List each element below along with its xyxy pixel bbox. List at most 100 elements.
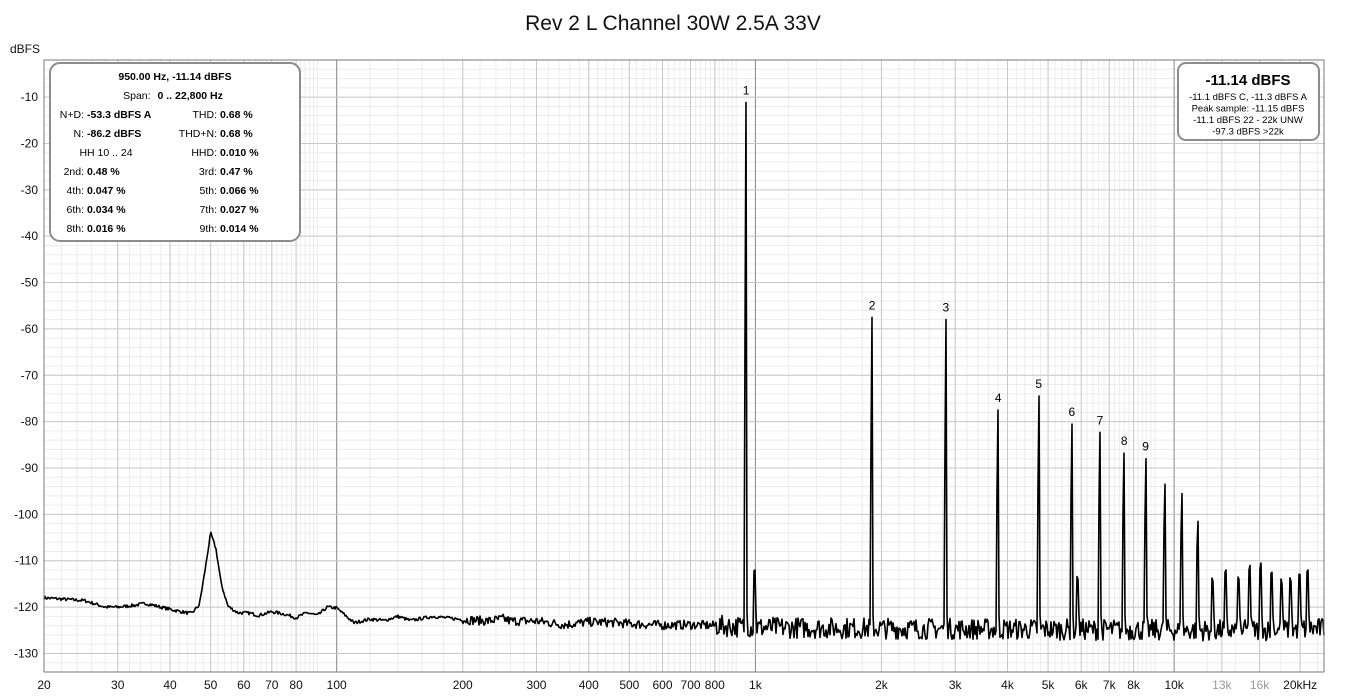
stats-label: HH 10 .. 24 [79,147,132,159]
stats-value: 0.014 % [220,223,259,235]
y-tick-label: -50 [21,276,39,290]
stats-label: HHD: [191,147,217,159]
stats-label: 3rd: [199,166,217,178]
chart-title: Rev 2 L Channel 30W 2.5A 33V [525,12,821,35]
stats-value: 0.016 % [87,223,126,235]
harmonic-label: 9 [1142,440,1149,454]
x-tick-label: 3k [949,678,963,692]
x-tick-label: 300 [526,678,546,692]
y-tick-label: -30 [21,183,39,197]
stats-label: N+D: [60,109,84,121]
x-tick-label: 70 [265,678,279,692]
level-line: -97.3 dBFS >22k [1212,127,1284,138]
x-tick-label: 4k [1001,678,1015,692]
stats-row: HH 10 .. 24 HHD: 0.010 % [79,147,259,159]
plot-frame [43,59,1325,673]
x-tick-label: 2k [875,678,889,692]
stats-value: 0.010 % [220,147,259,159]
span-value: 0 .. 22,800 Hz [158,90,223,102]
stats-value: 0.027 % [220,204,259,216]
stats-label: 2nd: [64,166,84,178]
stats-label: N: [74,128,85,140]
y-tick-label: -90 [21,461,39,475]
y-tick-label: -60 [21,322,39,336]
y-tick-label: -70 [21,368,39,382]
stats-label: THD+N: [179,128,217,140]
x-tick-label: 1k [749,678,763,692]
level-line: Peak sample: -11.15 dBFS [1192,104,1305,115]
stats-row: N+D: -53.3 dBFS A THD: 0.68 % [60,109,254,121]
x-tick-label: 50 [204,678,218,692]
x-tick-label: 80 [289,678,303,692]
y-tick-label: -110 [15,554,38,568]
y-axis-label: dBFS [10,42,40,56]
level-line: -11.1 dBFS C, -11.3 dBFS A [1189,92,1308,103]
harmonic-label: 6 [1069,405,1076,419]
x-tick-label: 8k [1127,678,1141,692]
stats-value: 0.68 % [220,109,253,121]
stats-header: 950.00 Hz, -11.14 dBFS [118,71,231,83]
x-tick-label: 20 [37,678,51,692]
level-panel: -11.14 dBFS -11.1 dBFS C, -11.3 dBFS APe… [1177,62,1320,141]
series-group [43,101,1325,642]
x-tick-label: 700 [681,678,701,692]
x-tick-label: 20kHz [1283,678,1317,692]
harmonic-label: 2 [869,298,876,312]
y-tick-label: -80 [21,415,39,429]
x-tick-label: 10k [1164,678,1184,692]
stats-value: 0.066 % [220,185,259,197]
stats-value: 0.034 % [87,204,126,216]
stats-value: 0.47 % [220,166,253,178]
stats-rows: N+D: -53.3 dBFS A THD: 0.68 % N: -86.2 dBFS TH… [60,109,259,235]
stats-panel: 950.00 Hz, -11.14 dBFS Span: 0 .. 22,800… [49,62,301,242]
level-panel-box [1177,62,1320,141]
stats-row: 2nd: 0.48 % 3rd: 0.47 % [64,166,254,178]
x-tick-label: 40 [163,678,177,692]
x-tick-label: 600 [652,678,672,692]
span-label: Span: [123,90,150,102]
y-axis-ticks: -10 -20 -30 -40 -50 -60 -70 -80 -90 -100 -110 -120 -… [14,90,38,660]
y-tick-label: -100 [14,507,38,521]
x-tick-label: 200 [453,678,473,692]
stats-value: -53.3 dBFS A [87,109,152,121]
x-tick-label: 500 [619,678,639,692]
stats-panel-box [49,62,301,242]
level-line: -11.1 dBFS 22 - 22k UNW [1193,115,1303,126]
y-tick-label: -10 [21,90,39,104]
harmonic-label: 5 [1035,377,1042,391]
stats-label: 7th: [199,204,217,216]
x-tick-label: 400 [579,678,599,692]
x-tick-label: 13k [1212,678,1232,692]
x-tick-label: 30 [111,678,125,692]
harmonic-label: 8 [1121,434,1128,448]
stats-label: THD: [193,109,218,121]
stats-value: 0.48 % [87,166,120,178]
harmonic-label: 3 [943,301,950,315]
stats-value: 0.047 % [87,185,126,197]
stats-label: 9th: [199,223,217,235]
level-big-value: -11.14 dBFS [1205,72,1290,89]
x-tick-label: 7k [1103,678,1117,692]
stats-label: 6th: [66,204,84,216]
spectrum-line [43,101,1325,642]
x-tick-label: 6k [1075,678,1089,692]
x-tick-label: 5k [1042,678,1056,692]
y-tick-label: -130 [14,646,38,660]
stats-label: 8th: [66,223,84,235]
harmonic-label: 1 [743,83,750,97]
x-tick-label: 60 [237,678,251,692]
harmonic-label: 4 [995,391,1002,405]
stats-value: 0.68 % [220,128,253,140]
y-tick-label: -120 [14,600,38,614]
stats-row: 4th: 0.047 % 5th: 0.066 % [66,185,259,197]
stats-row: 6th: 0.034 % 7th: 0.027 % [66,204,259,216]
x-tick-label: 16k [1250,678,1270,692]
harmonic-labels: 1 2 3 4 5 6 7 8 9 [743,83,1150,453]
x-tick-label: 800 [705,678,725,692]
y-tick-label: -20 [21,136,39,150]
stats-row: 8th: 0.016 % 9th: 0.014 % [66,223,259,235]
stats-row: N: -86.2 dBFS THD+N: 0.68 % [74,128,254,140]
grid [43,60,1324,672]
x-tick-label: 100 [327,678,347,692]
